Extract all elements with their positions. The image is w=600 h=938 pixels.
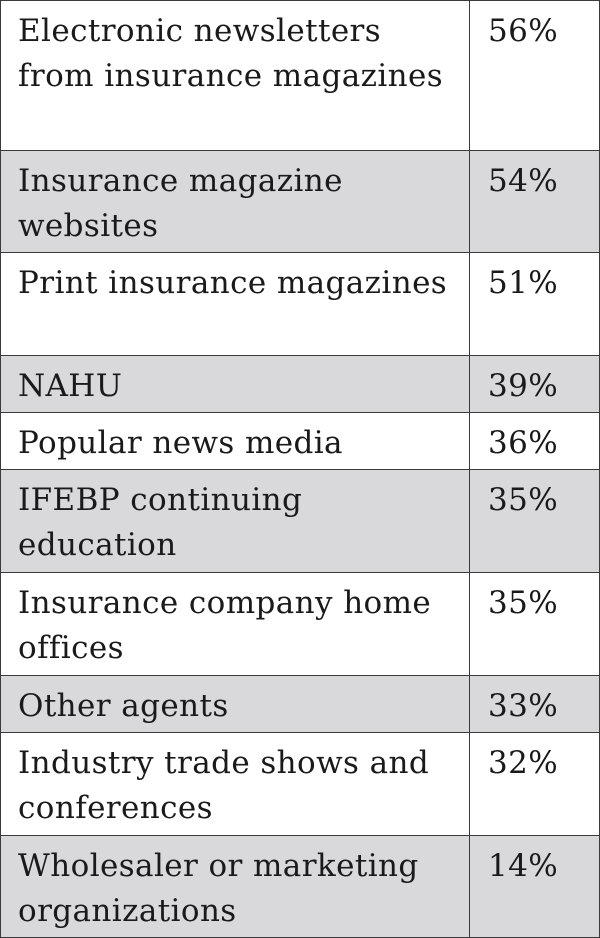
row-label: Electronic newsletters from insurance ma… bbox=[1, 1, 470, 150]
row-value: 36% bbox=[488, 425, 559, 461]
row-value: 32% bbox=[488, 745, 559, 781]
table-row: Other agents 33% bbox=[1, 676, 599, 733]
row-value: 56% bbox=[488, 13, 559, 49]
table-row: NAHU 39% bbox=[1, 356, 599, 413]
row-value: 14% bbox=[488, 848, 559, 884]
row-value: 33% bbox=[488, 688, 559, 724]
table-row: Industry trade shows and conferences 32% bbox=[1, 733, 599, 836]
table-row: Popular news media 36% bbox=[1, 413, 599, 470]
row-label: Popular news media bbox=[1, 413, 470, 469]
row-label: Insurance company home offices bbox=[1, 573, 470, 675]
row-label: Other agents bbox=[1, 676, 470, 732]
row-label: Wholesaler or marketing organizations bbox=[1, 836, 470, 937]
table-row: Electronic newsletters from insurance ma… bbox=[1, 1, 599, 151]
table-row: Wholesaler or marketing organizations 14… bbox=[1, 836, 599, 937]
table-row: Print insurance magazines 51% bbox=[1, 253, 599, 356]
row-label: Print insurance magazines bbox=[1, 253, 470, 355]
row-value: 35% bbox=[488, 585, 559, 621]
table-row: Insurance magazine websites 54% bbox=[1, 151, 599, 253]
row-label: Industry trade shows and conferences bbox=[1, 733, 470, 835]
table-row: Insurance company home offices 35% bbox=[1, 573, 599, 676]
row-value: 35% bbox=[488, 482, 559, 518]
row-label: Insurance magazine websites bbox=[1, 151, 470, 252]
table-row: IFEBP continuing education 35% bbox=[1, 470, 599, 573]
row-value: 51% bbox=[488, 265, 559, 301]
row-label: NAHU bbox=[1, 356, 470, 412]
row-value: 39% bbox=[488, 368, 559, 404]
row-label: IFEBP continuing education bbox=[1, 470, 470, 572]
row-value: 54% bbox=[488, 163, 559, 199]
